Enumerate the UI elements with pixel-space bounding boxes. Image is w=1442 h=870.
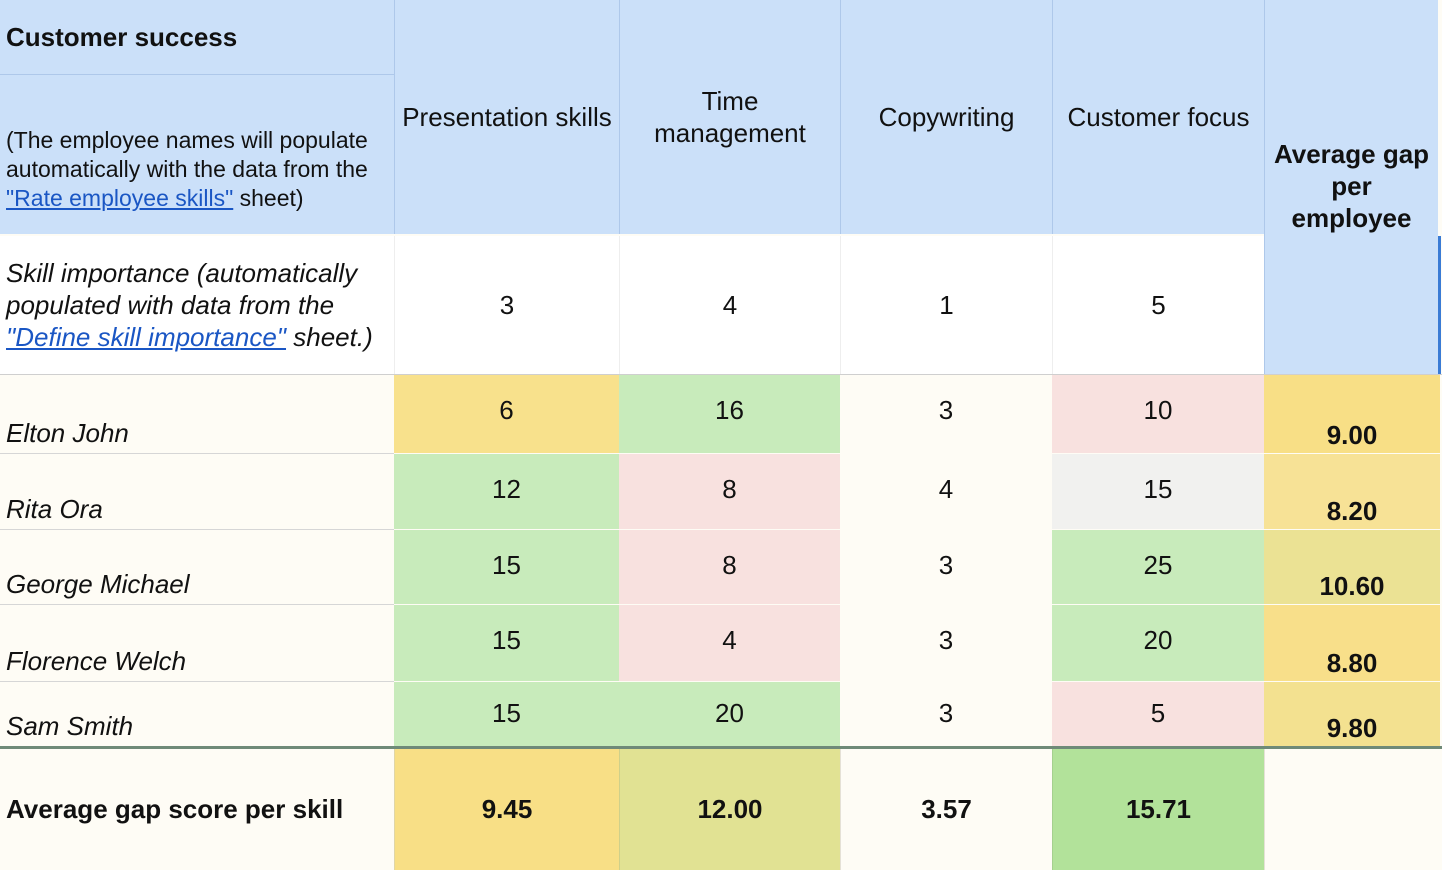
gap-score-cell[interactable]: 4 [840,454,1052,529]
gap-score-cell[interactable]: 3 [840,682,1052,746]
employee-average-cell[interactable]: 8.20 [1264,454,1440,529]
skill-average-cell[interactable]: 9.45 [394,749,619,870]
rate-employee-skills-link[interactable]: "Rate employee skills" [6,185,234,211]
note-text-after: sheet) [233,185,304,211]
gap-score-cell[interactable]: 25 [1052,530,1264,604]
skill-importance-label: Skill importance (automatically populate… [0,236,394,374]
employee-name[interactable]: Florence Welch [0,605,394,681]
employee-average-cell[interactable]: 9.00 [1264,375,1440,453]
skill-header-copywriting[interactable]: Copywriting [840,0,1052,234]
gap-score-cell[interactable]: 5 [1052,682,1264,746]
gap-score-cell[interactable]: 15 [1052,454,1264,529]
employee-name[interactable]: Elton John [0,375,394,453]
importance-text-before: Skill importance (automatically populate… [6,258,358,320]
importance-value[interactable]: 3 [394,236,619,374]
gap-score-cell[interactable]: 3 [840,530,1052,604]
employee-average-cell[interactable]: 8.80 [1264,605,1440,681]
gap-score-cell[interactable]: 8 [619,454,840,529]
skill-average-cell[interactable]: 12.00 [619,749,840,870]
empty-footer-cell[interactable] [1264,749,1442,870]
importance-value[interactable]: 1 [840,236,1052,374]
average-gap-header-cont [1264,236,1438,374]
employee-name[interactable]: Rita Ora [0,454,394,529]
gap-score-cell[interactable]: 3 [840,375,1052,453]
average-per-skill-label: Average gap score per skill [0,749,394,870]
skill-header-time-management[interactable]: Time management [619,0,840,234]
gap-score-cell[interactable]: 10 [1052,375,1264,453]
employee-name[interactable]: Sam Smith [0,682,394,746]
gap-score-cell[interactable]: 12 [394,454,619,529]
gap-score-cell[interactable]: 15 [394,682,619,746]
skill-header-customer-focus[interactable]: Customer focus [1052,0,1264,234]
gap-score-cell[interactable]: 20 [1052,605,1264,681]
skill-average-cell[interactable]: 15.71 [1052,749,1264,870]
employee-average-cell[interactable]: 10.60 [1264,530,1440,604]
employee-note: (The employee names will populate automa… [0,75,394,234]
gap-score-cell[interactable]: 6 [394,375,619,453]
employee-name[interactable]: George Michael [0,530,394,604]
footer-separator [0,746,1442,749]
gap-score-cell[interactable]: 4 [619,605,840,681]
gap-score-cell[interactable]: 8 [619,530,840,604]
gap-score-cell[interactable]: 3 [840,605,1052,681]
gap-score-cell[interactable]: 16 [619,375,840,453]
average-gap-header[interactable]: Average gap per employee [1264,0,1438,236]
importance-value[interactable]: 5 [1052,236,1264,374]
gap-score-cell[interactable]: 15 [394,605,619,681]
define-skill-importance-link[interactable]: "Define skill importance" [6,322,287,352]
sheet-title: Customer success [0,0,394,74]
note-text-before: (The employee names will populate automa… [6,127,368,182]
importance-text-after: sheet.) [286,322,373,352]
employee-average-cell[interactable]: 9.80 [1264,682,1440,746]
skill-header-presentation[interactable]: Presentation skills [394,0,619,234]
importance-value[interactable]: 4 [619,236,840,374]
skill-average-cell[interactable]: 3.57 [840,749,1052,870]
gap-score-cell[interactable]: 15 [394,530,619,604]
gap-score-cell[interactable]: 20 [619,682,840,746]
